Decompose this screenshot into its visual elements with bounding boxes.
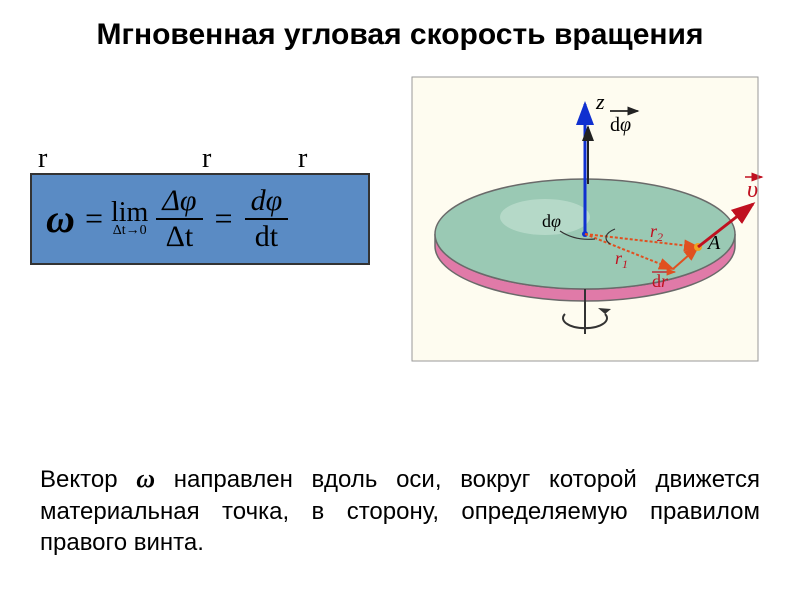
- formula-box: ω = lim Δt→0 Δφ Δt = dφ dt: [30, 173, 370, 265]
- omega-inline: ω: [136, 464, 155, 493]
- frac2-den: dt: [249, 220, 284, 252]
- desc-pre: Вектор: [40, 466, 136, 493]
- content-row: r r r ω = lim Δt→0 Δφ Δt = dφ dt: [0, 59, 800, 369]
- fraction-1: Δφ Δt: [156, 186, 202, 252]
- frac1-den: Δt: [160, 220, 200, 252]
- frac2-num: dφ: [245, 186, 289, 220]
- equals-2: =: [215, 200, 233, 237]
- lim-bot: Δt→0: [113, 225, 147, 238]
- dphi-arc-label: dφ: [542, 211, 561, 231]
- v-label: υ: [747, 177, 758, 203]
- fraction-2: dφ dt: [245, 186, 289, 252]
- r-overlay-0: r: [38, 143, 47, 175]
- rotation-diagram: z dφ r1 r2 dr A dφ: [400, 69, 770, 369]
- dr-label: dr: [652, 271, 669, 291]
- z-label: z: [595, 89, 605, 114]
- lim-top: lim: [111, 200, 148, 225]
- limit: lim Δt→0: [111, 200, 148, 238]
- dphi-vec-label: dφ: [610, 114, 631, 136]
- r-overlay-2: r: [298, 143, 307, 175]
- r-overlay-1: r: [202, 143, 211, 175]
- equals-1: =: [85, 200, 103, 237]
- description-text: Вектор ω направлен вдоль оси, вокруг кот…: [40, 462, 760, 558]
- page-title: Мгновенная угловая скорость вращения: [0, 0, 800, 59]
- omega-symbol: ω: [46, 195, 75, 242]
- frac1-num: Δφ: [156, 186, 202, 220]
- formula: ω = lim Δt→0 Δφ Δt = dφ dt: [46, 186, 294, 252]
